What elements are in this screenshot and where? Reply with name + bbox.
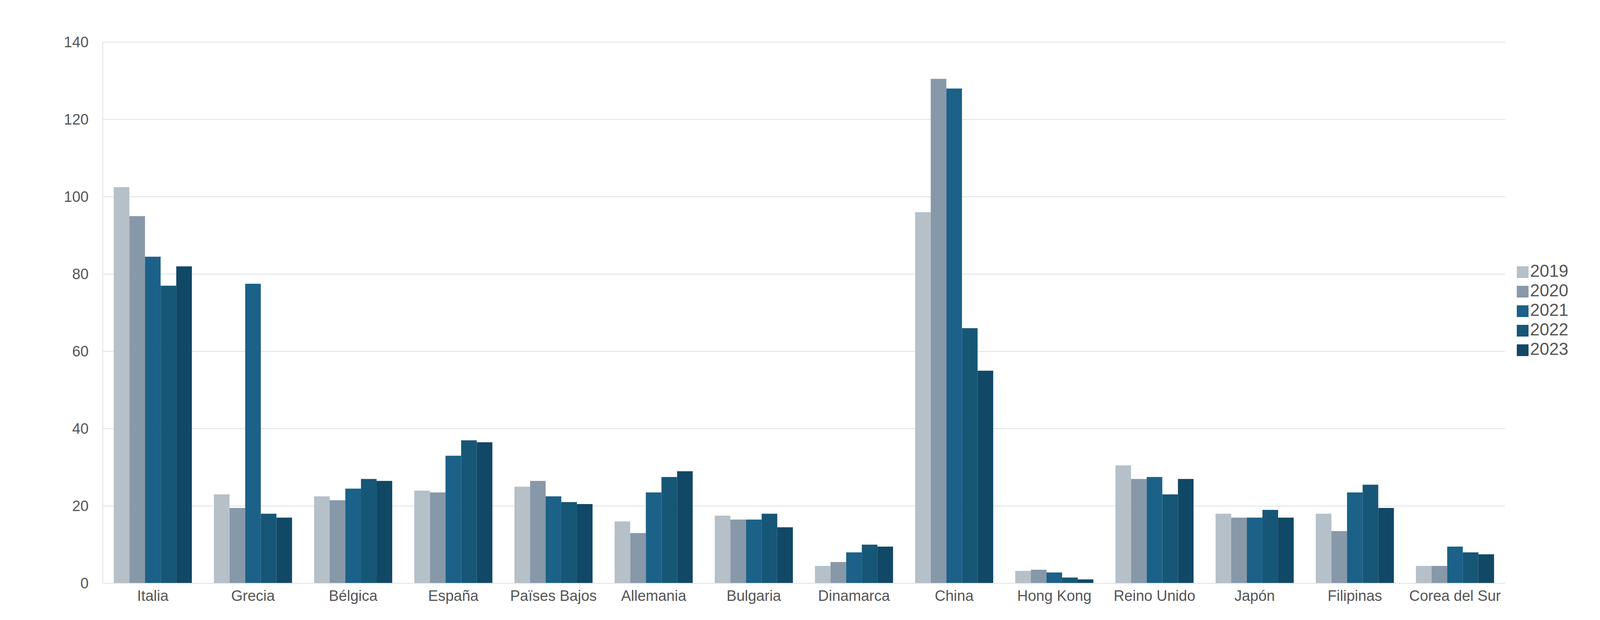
svg-text:Filipinas: Filipinas (1327, 587, 1383, 605)
svg-text:0: 0 (80, 575, 89, 592)
svg-text:Italia: Italia (137, 587, 169, 605)
svg-text:Allemania: Allemania (621, 587, 687, 605)
svg-text:100: 100 (64, 188, 89, 206)
svg-text:Corea del Sur: Corea del Sur (1409, 587, 1502, 605)
svg-text:80: 80 (72, 266, 89, 283)
svg-text:China: China (934, 587, 974, 605)
svg-text:Grecia: Grecia (231, 587, 276, 605)
html-text:2022: 2022 (1530, 319, 1569, 340)
svg-text:Païses Bajos: Païses Bajos (510, 587, 597, 605)
svg-text:60: 60 (72, 343, 89, 360)
svg-text:Bulgaria: Bulgaria (726, 587, 782, 605)
svg-text:20: 20 (72, 498, 89, 515)
svg-text:140: 140 (64, 33, 89, 51)
html-text:2021: 2021 (1530, 300, 1569, 320)
svg-text:40: 40 (72, 420, 89, 438)
html-text:2020: 2020 (1530, 280, 1569, 300)
svg-text:Dinamarca: Dinamarca (817, 587, 891, 605)
svg-text:120: 120 (64, 111, 89, 128)
svg-text:España: España (428, 587, 479, 605)
svg-text:Hong Kong: Hong Kong (1017, 587, 1092, 605)
svg-text:Reino Unido: Reino Unido (1113, 587, 1196, 605)
svg-text:Japón: Japón (1234, 587, 1275, 605)
html-text:2019: 2019 (1530, 261, 1569, 281)
html-text:2023: 2023 (1530, 339, 1569, 359)
svg-text:Bélgica: Bélgica (328, 587, 378, 605)
